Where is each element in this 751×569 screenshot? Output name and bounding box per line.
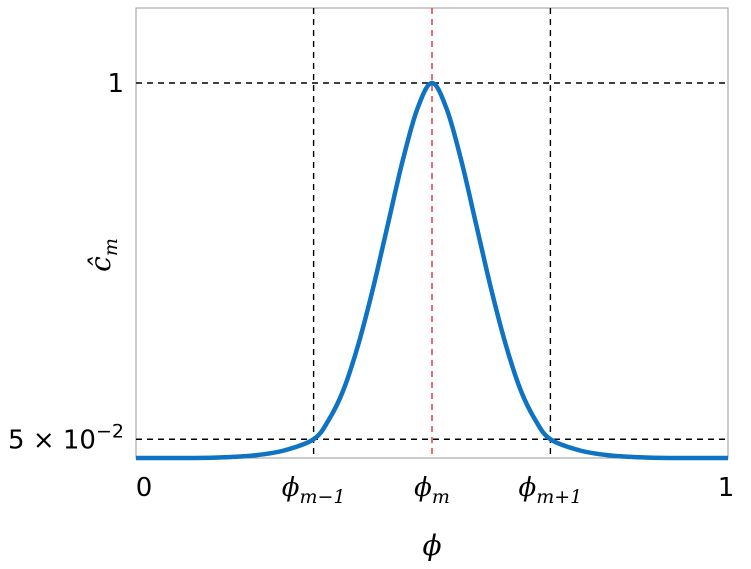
tick-labels: 0 ϕm−1 ϕm ϕm+1 1 5 × 10−2 1 — [8, 69, 734, 508]
x-tick-label-0-5: ϕm — [414, 473, 450, 508]
y-axis-label-group: ĉm — [84, 238, 122, 272]
y-tick-label-1: 1 — [107, 69, 124, 99]
x-axis-label: ϕ — [422, 529, 441, 562]
x-tick-label-0-3: ϕm−1 — [282, 473, 346, 508]
reference-lines — [136, 8, 728, 458]
x-tick-label-0: 0 — [136, 473, 153, 503]
series-line-0 — [135, 80, 728, 461]
y-tick-label-0-05: 5 × 10−2 — [8, 420, 124, 455]
x-tick-label-0-7: ϕm+1 — [519, 473, 583, 508]
series-layer — [135, 80, 728, 461]
x-tick-label-1: 1 — [718, 473, 735, 503]
y-axis-label: ĉm — [84, 238, 122, 272]
